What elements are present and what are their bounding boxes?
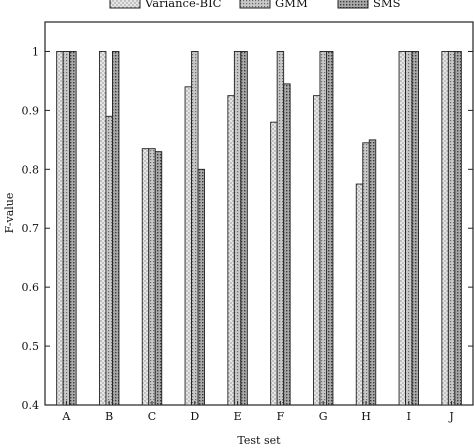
x-tick-label: H bbox=[361, 410, 371, 423]
bar-g-sms bbox=[326, 51, 334, 406]
legend-swatch-variance-bic bbox=[109, 0, 141, 9]
y-tick-label: 0.7 bbox=[22, 222, 40, 235]
bar-g-variance-bic bbox=[313, 95, 321, 406]
x-axis: A B C D E F G H I J bbox=[61, 401, 454, 423]
bar-e-variance-bic bbox=[227, 95, 235, 406]
x-tick-label: A bbox=[61, 410, 71, 423]
y-tick-label: 0.6 bbox=[22, 281, 40, 294]
bars-group bbox=[56, 51, 462, 406]
x-tick-label: G bbox=[319, 410, 328, 423]
bar-b-variance-bic bbox=[98, 51, 107, 406]
y-tick-label: 0.5 bbox=[22, 340, 40, 353]
bar-d-gmm bbox=[191, 51, 199, 406]
x-tick-label: I bbox=[407, 410, 411, 423]
legend-swatch-sms bbox=[337, 0, 369, 9]
bar-a-gmm bbox=[62, 51, 71, 406]
bar-a-sms bbox=[69, 51, 77, 406]
bar-e-gmm bbox=[233, 51, 242, 406]
bar-i-sms bbox=[411, 51, 419, 406]
plot-frame bbox=[44, 21, 474, 406]
bar-j-variance-bic bbox=[441, 51, 449, 406]
x-tick-label: C bbox=[148, 410, 156, 423]
bar-i-gmm bbox=[405, 51, 413, 406]
bar-g-gmm bbox=[319, 51, 327, 406]
x-axis-title: Test set bbox=[237, 434, 281, 447]
y-tick-label: 0.4 bbox=[22, 399, 40, 412]
y-tick-label: 1 bbox=[32, 45, 39, 58]
y-axis: 0.4 0.5 0.6 0.7 0.8 0.9 1 bbox=[22, 45, 473, 412]
x-tick-label: E bbox=[234, 410, 242, 423]
legend: Variance-BIC GMM SMS bbox=[109, 0, 401, 10]
bar-d-variance-bic bbox=[184, 86, 193, 406]
bar-i-variance-bic bbox=[398, 51, 406, 406]
y-tick-label: 0.9 bbox=[22, 104, 40, 117]
legend-label-gmm: GMM bbox=[275, 0, 308, 10]
x-tick-label: B bbox=[105, 410, 113, 423]
bar-j-gmm bbox=[447, 51, 456, 406]
bar-b-gmm bbox=[105, 115, 113, 406]
bar-f-variance-bic bbox=[270, 121, 278, 406]
bar-h-sms bbox=[368, 139, 377, 406]
x-tick-label: F bbox=[277, 410, 285, 423]
bar-e-sms bbox=[240, 51, 248, 406]
bar-f-sms bbox=[283, 83, 291, 406]
bar-h-gmm bbox=[362, 142, 370, 406]
y-tick-label: 0.8 bbox=[22, 163, 40, 176]
bar-a-variance-bic bbox=[56, 51, 64, 406]
legend-label-variance-bic: Variance-BIC bbox=[144, 0, 222, 10]
bar-f-gmm bbox=[276, 51, 285, 406]
bar-c-gmm bbox=[148, 148, 156, 406]
y-axis-title: F-value bbox=[3, 193, 16, 234]
bar-j-sms bbox=[454, 51, 462, 406]
bar-c-sms bbox=[154, 151, 163, 406]
bar-h-variance-bic bbox=[355, 183, 364, 406]
bar-c-variance-bic bbox=[141, 148, 150, 406]
bar-b-sms bbox=[111, 51, 120, 406]
x-tick-label: D bbox=[190, 410, 199, 423]
x-tick-label: J bbox=[448, 410, 453, 423]
bar-d-sms bbox=[197, 168, 206, 406]
legend-swatch-gmm bbox=[239, 0, 271, 9]
legend-label-sms: SMS bbox=[373, 0, 401, 10]
